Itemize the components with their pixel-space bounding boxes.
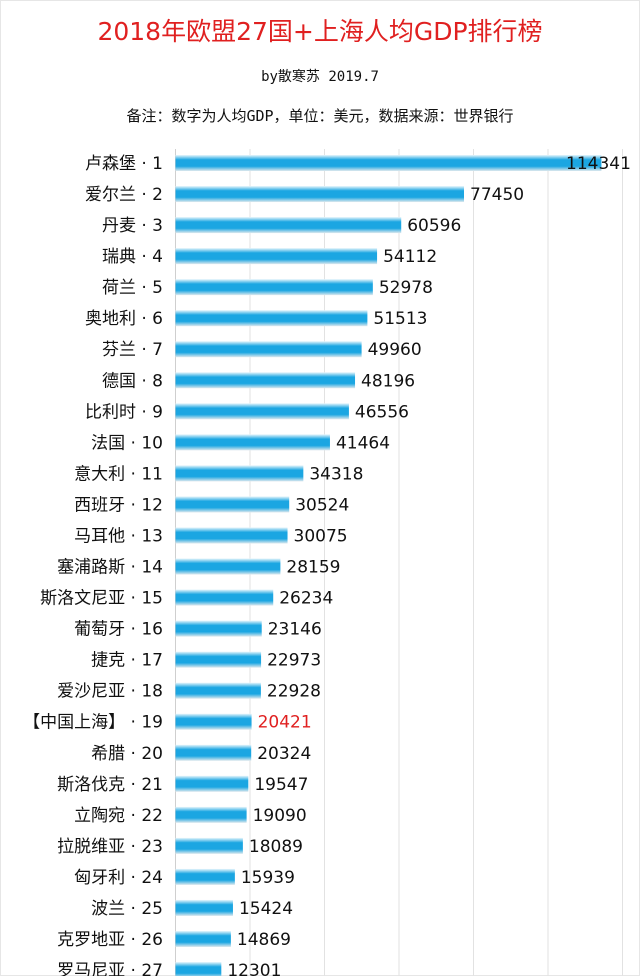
category-label: 瑞典 · 4 [102,247,163,267]
bar [175,527,288,544]
value-label: 48196 [361,371,415,391]
category-label: 捷克 · 17 [91,651,163,671]
value-label: 77450 [470,185,524,205]
category-label: 希腊 · 20 [91,744,163,764]
category-label: 匈牙利 · 24 [74,868,163,888]
bar [175,651,262,668]
bar [175,186,465,203]
bar [175,837,243,854]
value-label: 23146 [268,620,322,640]
category-label: 罗马尼亚 · 27 [57,961,163,976]
category-label: 爱沙尼亚 · 18 [57,682,163,702]
category-label: 比利时 · 9 [85,402,163,422]
bar [175,558,281,575]
category-label: 马耳他 · 13 [74,526,163,546]
value-label: 22928 [267,682,321,702]
category-label: 丹麦 · 3 [102,216,163,236]
value-label: 20421 [258,713,312,733]
category-label: 立陶宛 · 22 [74,806,163,826]
bar [175,155,602,171]
value-label: 49960 [368,340,422,360]
bar [175,217,402,234]
value-label: 46556 [355,402,409,422]
bar [175,341,362,358]
category-label: 斯洛文尼亚 · 15 [40,589,163,609]
value-label: 54112 [383,247,437,267]
bar [175,775,249,792]
category-label: 爱尔兰 · 2 [85,185,163,205]
value-label: 34318 [309,464,363,484]
value-label: 52978 [379,278,433,298]
value-label: 15424 [239,899,293,919]
value-label: 15939 [241,868,295,888]
category-label: 克罗地亚 · 26 [57,930,163,950]
bar [175,496,290,513]
category-label: 斯洛伐克 · 21 [57,775,163,795]
bar [175,806,247,823]
value-label: 14869 [237,930,291,950]
bar [175,248,378,265]
bar [175,434,330,451]
value-label: 22973 [267,651,321,671]
category-label: 奥地利 · 6 [85,309,163,329]
value-label: 114341 [566,154,631,174]
category-label: 法国 · 10 [91,433,163,453]
bar [175,279,373,296]
bar [175,931,231,947]
value-label: 51513 [373,309,427,329]
value-label: 19090 [253,806,307,826]
bar [175,713,252,730]
bar [175,465,304,482]
bar [175,744,252,761]
value-label: 20324 [257,744,311,764]
bar [175,620,262,637]
value-label: 60596 [407,216,461,236]
value-label: 28159 [286,558,340,578]
chart-note: 备注：数字为人均GDP，单位：美元，数据来源：世界银行 [126,107,514,125]
category-label: 荷兰 · 5 [102,278,163,298]
category-label: 塞浦路斯 · 14 [57,558,163,578]
bar [175,899,233,916]
category-label: 意大利 · 11 [74,464,163,484]
value-label: 41464 [336,433,390,453]
value-label: 19547 [254,775,308,795]
category-label: 德国 · 8 [102,371,163,391]
value-label: 30075 [294,526,348,546]
bar [175,403,349,420]
bar [175,589,274,606]
category-label: 西班牙 · 12 [74,495,163,515]
chart-subtitle: by散寒苏 2019.7 [261,69,379,85]
category-label: 卢森堡 · 1 [85,154,163,174]
bar [175,310,368,327]
value-label: 30524 [295,495,349,515]
bar [175,372,356,389]
bar [175,682,261,699]
bar [175,962,222,976]
category-label: 【中国上海】 · 19 [23,713,163,733]
value-label: 12301 [227,961,281,976]
category-label: 芬兰 · 7 [102,340,163,360]
category-label: 拉脱维亚 · 23 [57,837,163,857]
chart-title: 2018年欧盟27国+上海人均GDP排行榜 [97,17,543,46]
value-label: 26234 [279,589,333,609]
category-label: 波兰 · 25 [91,899,163,919]
value-label: 18089 [249,837,303,857]
bar [175,868,235,885]
category-label: 葡萄牙 · 16 [74,620,163,640]
